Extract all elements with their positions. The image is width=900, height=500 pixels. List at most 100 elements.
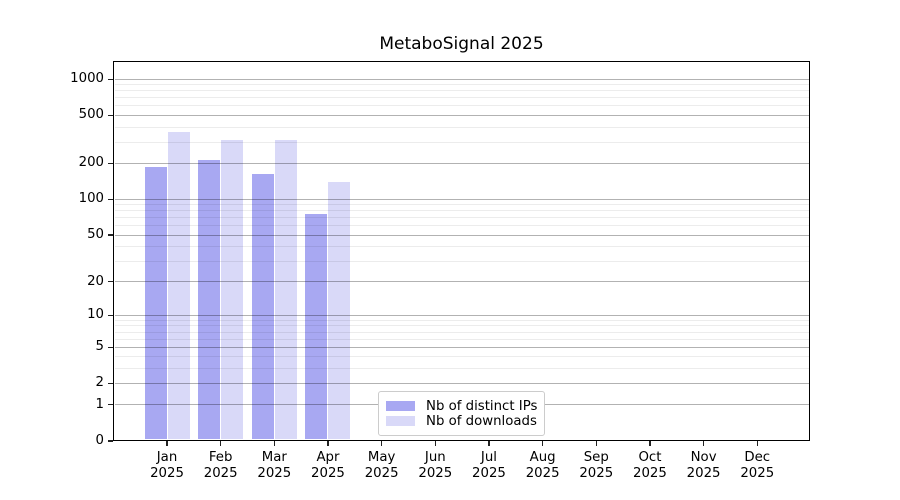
x-tick-year: 2025 [472, 465, 506, 481]
gridline-minor-7 [115, 331, 809, 333]
gridline-major-200 [115, 162, 809, 164]
x-tick-month: Feb [208, 450, 233, 465]
x-tick-label-aug-2025: Aug 2025 [503, 450, 583, 481]
x-tick-month: Jan [156, 450, 178, 465]
x-tick-year: 2025 [150, 465, 184, 481]
y-tick-mark-1000 [108, 78, 113, 80]
gridline-minor-6 [115, 338, 809, 340]
x-tick-mark-apr-2025 [327, 441, 329, 446]
x-tick-label-jul-2025: Jul 2025 [449, 450, 529, 481]
x-tick-month: Apr [316, 450, 340, 465]
y-tick-mark-1 [108, 404, 113, 406]
x-tick-month: Mar [261, 450, 287, 465]
x-tick-year: 2025 [525, 465, 560, 481]
x-tick-year: 2025 [740, 465, 775, 481]
legend-item-downloads: Nb of downloads [379, 414, 544, 429]
y-tick-mark-50 [108, 234, 113, 236]
x-tick-label-nov-2025: Nov 2025 [664, 450, 744, 481]
y-tick-label-1: 1 [95, 396, 104, 412]
legend-label-downloads: Nb of downloads [426, 413, 537, 429]
x-tick-year: 2025 [364, 465, 399, 481]
bar-nb-of-distinct-ips-jan-2025 [144, 167, 167, 440]
bar-nb-of-distinct-ips-apr-2025 [305, 214, 328, 440]
y-tick-label-2: 2 [95, 375, 104, 391]
x-tick-label-feb-2025: Feb 2025 [181, 450, 261, 481]
x-tick-label-may-2025: May 2025 [342, 450, 422, 481]
x-tick-year: 2025 [633, 465, 667, 481]
y-tick-label-20: 20 [87, 273, 104, 289]
gridline-minor-70 [115, 217, 809, 219]
y-tick-label-5: 5 [95, 339, 104, 355]
y-tick-mark-500 [108, 114, 113, 116]
x-tick-mark-oct-2025 [649, 441, 651, 446]
gridline-minor-800 [115, 90, 809, 92]
y-tick-label-50: 50 [87, 227, 104, 243]
x-tick-year: 2025 [579, 465, 614, 481]
y-tick-label-500: 500 [78, 107, 104, 123]
y-tick-label-100: 100 [78, 191, 104, 207]
gridline-minor-9 [115, 319, 809, 321]
gridline-minor-30 [115, 260, 809, 262]
x-tick-mark-aug-2025 [542, 441, 544, 446]
gridline-minor-300 [115, 141, 809, 143]
gridline-major-500 [115, 114, 809, 116]
gridline-minor-700 [115, 97, 809, 99]
y-tick-mark-5 [108, 346, 113, 348]
x-tick-label-sep-2025: Sep 2025 [556, 450, 636, 481]
gridline-minor-900 [115, 84, 809, 86]
gridline-major-1000 [115, 78, 809, 80]
y-tick-mark-10 [108, 314, 113, 316]
gridline-major-50 [115, 234, 809, 236]
chart-title: MetaboSignal 2025 [379, 34, 544, 54]
gridline-major-20 [115, 281, 809, 283]
x-tick-month: Dec [744, 450, 771, 465]
gridline-minor-600 [115, 105, 809, 107]
gridline-minor-90 [115, 204, 809, 206]
x-tick-mark-nov-2025 [703, 441, 705, 446]
gridline-minor-400 [115, 126, 809, 128]
x-tick-month: Sep [583, 450, 609, 465]
y-tick-label-10: 10 [87, 307, 104, 323]
y-tick-mark-20 [108, 280, 113, 283]
y-tick-label-0: 0 [95, 433, 104, 448]
gridline-minor-80 [115, 210, 809, 212]
x-tick-label-jun-2025: Jun 2025 [395, 450, 475, 481]
x-tick-label-dec-2025: Dec 2025 [717, 450, 797, 481]
x-tick-mark-may-2025 [381, 441, 383, 446]
legend-swatch-distinct-ips [386, 401, 415, 411]
x-tick-year: 2025 [686, 465, 721, 481]
x-tick-label-oct-2025: Oct 2025 [610, 450, 690, 481]
gridline-major-5 [115, 346, 809, 348]
bar-nb-of-distinct-ips-feb-2025 [198, 159, 221, 440]
y-tick-mark-2 [108, 382, 113, 385]
legend-item-distinct-ips: Nb of distinct IPs [379, 399, 544, 414]
x-tick-month: Nov [690, 450, 717, 465]
gridline-major-100 [115, 198, 809, 200]
bar-nb-of-downloads-feb-2025 [221, 140, 244, 440]
x-tick-month: Jun [424, 450, 446, 465]
x-tick-label-apr-2025: Apr 2025 [288, 450, 368, 481]
legend-swatch-downloads [386, 416, 415, 426]
x-tick-mark-sep-2025 [595, 441, 597, 446]
gridline-minor-4 [115, 356, 809, 358]
x-tick-year: 2025 [257, 465, 292, 481]
legend: Nb of distinct IPs Nb of downloads [378, 391, 545, 436]
x-tick-label-mar-2025: Mar 2025 [234, 450, 314, 481]
gridline-minor-3 [115, 367, 809, 369]
x-tick-mark-feb-2025 [220, 441, 222, 446]
gridline-major-10 [115, 314, 809, 316]
legend-label-distinct-ips: Nb of distinct IPs [426, 398, 538, 414]
x-tick-month: Oct [638, 450, 662, 465]
x-tick-year: 2025 [203, 465, 238, 481]
bar-nb-of-downloads-mar-2025 [274, 140, 297, 440]
bar-nb-of-downloads-jan-2025 [167, 131, 190, 440]
gridline-major-2 [115, 382, 809, 384]
x-tick-month: May [367, 450, 396, 465]
x-tick-mark-jan-2025 [166, 441, 168, 446]
x-tick-mark-mar-2025 [273, 441, 275, 446]
x-tick-year: 2025 [418, 465, 453, 481]
x-tick-label-jan-2025: Jan 2025 [127, 450, 207, 481]
x-tick-year: 2025 [311, 465, 345, 481]
y-tick-mark-0 [108, 440, 113, 442]
x-tick-mark-dec-2025 [756, 441, 758, 446]
